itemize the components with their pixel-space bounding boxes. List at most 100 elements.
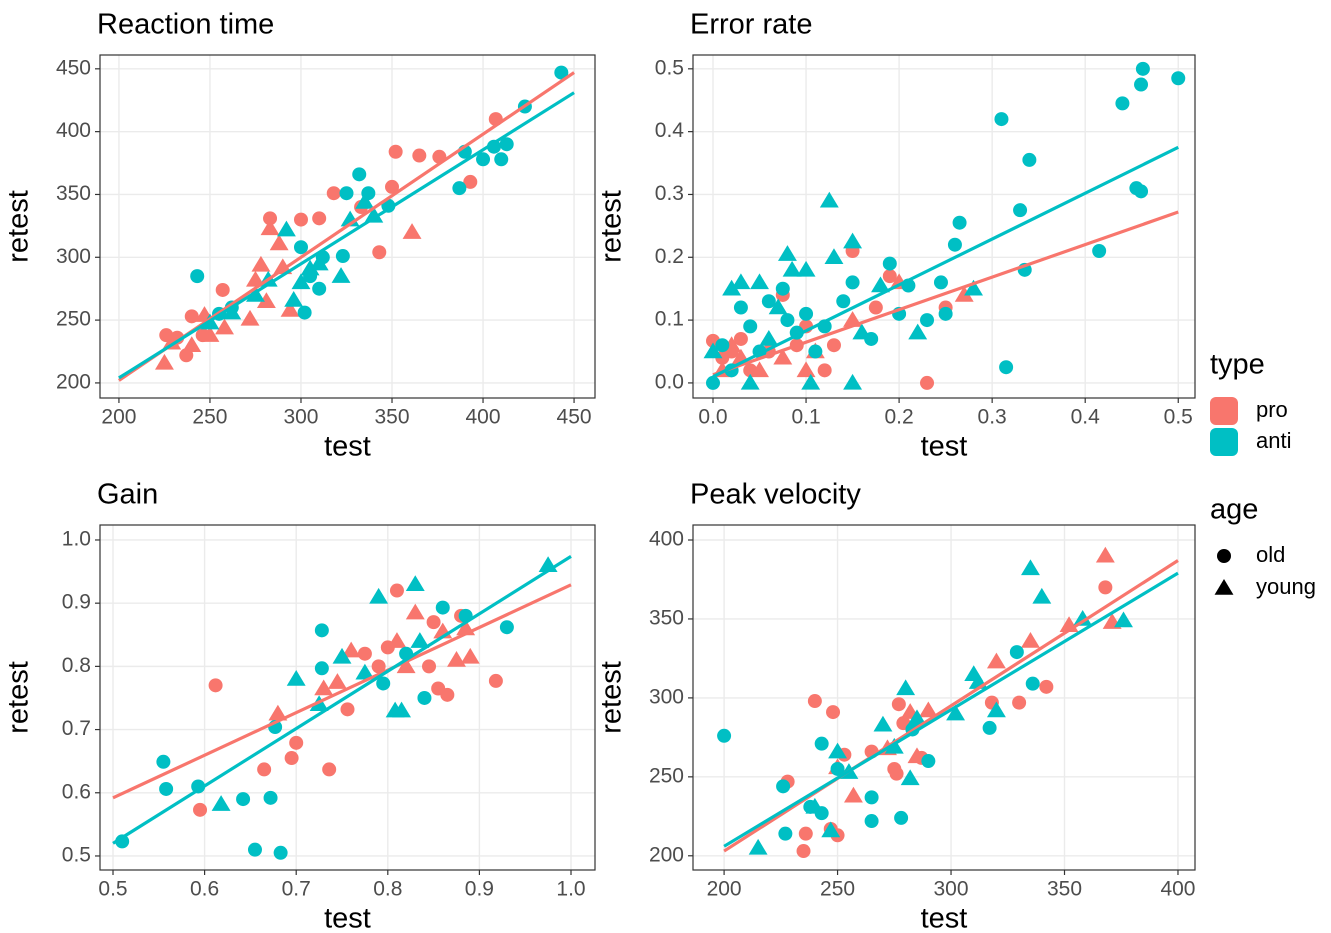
point: [269, 234, 289, 251]
point: [276, 220, 296, 237]
y-tick-label: 400: [649, 528, 684, 551]
point: [327, 673, 347, 689]
x-axis-label: test: [921, 431, 968, 463]
point: [733, 300, 748, 315]
point: [796, 361, 816, 378]
x-tick-label: 0.6: [190, 878, 219, 901]
point: [405, 603, 425, 620]
point: [1009, 645, 1024, 660]
y-tick-label: 300: [649, 685, 684, 708]
point: [293, 212, 308, 227]
point: [554, 65, 569, 80]
point: [280, 301, 300, 317]
x-tick-label: 0.7: [282, 878, 311, 901]
point: [357, 646, 372, 661]
point: [1025, 676, 1040, 691]
point: [994, 112, 1009, 127]
x-tick-label: 0.8: [373, 878, 402, 901]
x-tick-label: 200: [101, 406, 136, 429]
point: [476, 152, 491, 167]
point: [268, 704, 288, 721]
x-tick-label: 250: [192, 406, 227, 429]
chart-title: Error rate: [690, 9, 812, 41]
y-axis-label: retest: [596, 661, 628, 734]
x-tick-label: 0.3: [978, 406, 1007, 429]
point: [782, 260, 802, 277]
point: [986, 701, 1006, 718]
point: [331, 267, 351, 283]
legend-title: type: [1210, 349, 1265, 381]
point: [826, 705, 841, 720]
point: [460, 647, 480, 664]
x-tick-label: 400: [1160, 878, 1195, 901]
legend-label: old: [1256, 542, 1285, 567]
point: [761, 294, 776, 309]
point: [780, 313, 795, 328]
plot-border: [99, 524, 596, 871]
point: [801, 373, 821, 390]
x-tick-label: 0.5: [1164, 406, 1193, 429]
point: [440, 687, 455, 702]
point: [843, 786, 863, 803]
point: [1013, 203, 1028, 218]
point: [369, 587, 389, 604]
fit-line: [723, 571, 1179, 848]
x-tick-label: 200: [707, 878, 742, 901]
point: [236, 792, 251, 807]
point: [159, 781, 174, 796]
point: [273, 258, 293, 275]
point: [1022, 152, 1037, 167]
y-axis-label: retest: [3, 661, 35, 734]
x-axis-label: test: [921, 903, 968, 933]
point: [387, 632, 407, 648]
legend-key: [1214, 579, 1234, 595]
point: [731, 273, 751, 290]
x-tick-label: 0.0: [698, 406, 727, 429]
y-tick-label: 0.4: [655, 119, 685, 142]
y-axis-label: retest: [3, 190, 35, 263]
point: [426, 615, 441, 630]
point: [748, 838, 768, 855]
fit-line: [118, 91, 575, 380]
fit-line: [112, 583, 572, 800]
point: [836, 294, 851, 309]
point: [297, 305, 312, 320]
x-tick-label: 0.2: [885, 406, 914, 429]
legend-key: [1210, 428, 1238, 456]
y-tick-label: 0.7: [62, 717, 91, 740]
point: [410, 632, 430, 648]
point: [740, 373, 760, 390]
point: [1115, 96, 1130, 111]
y-tick-label: 0.5: [62, 844, 91, 867]
point: [309, 254, 329, 271]
point: [435, 600, 450, 615]
point: [332, 647, 352, 664]
point: [263, 211, 278, 226]
x-axis-label: test: [324, 903, 371, 933]
point: [947, 237, 962, 252]
point: [733, 331, 748, 346]
point: [954, 285, 974, 302]
point: [826, 338, 841, 353]
point: [284, 751, 299, 766]
y-tick-label: 0.3: [655, 182, 684, 205]
x-tick-label: 400: [466, 406, 501, 429]
point: [372, 245, 387, 260]
point: [247, 842, 262, 857]
point: [778, 826, 793, 841]
point: [843, 232, 863, 249]
fit-line: [712, 145, 1179, 379]
point: [868, 300, 883, 315]
point: [215, 318, 234, 335]
point: [392, 701, 411, 718]
point: [864, 814, 879, 829]
point: [921, 754, 936, 769]
point: [871, 276, 890, 293]
point: [396, 657, 416, 674]
point: [364, 206, 384, 223]
point: [312, 211, 327, 226]
point: [405, 575, 425, 591]
point: [251, 255, 271, 272]
point: [821, 821, 841, 838]
